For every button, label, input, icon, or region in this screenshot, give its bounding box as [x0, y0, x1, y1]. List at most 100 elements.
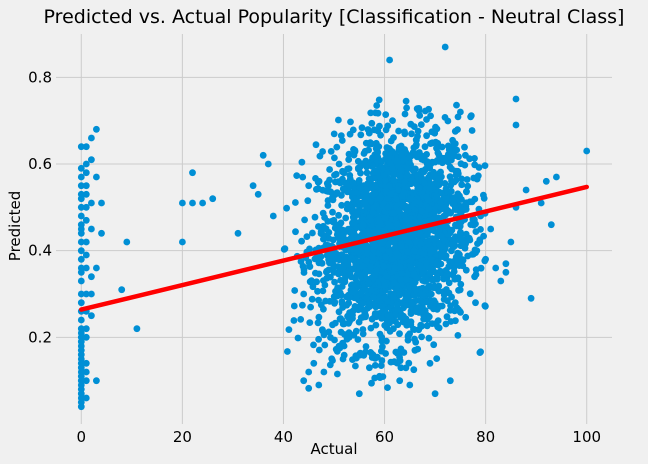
data-point: [133, 325, 141, 333]
data-point: [429, 284, 437, 291]
data-point: [468, 127, 476, 134]
data-point: [308, 277, 315, 285]
data-point: [77, 247, 85, 255]
data-point: [410, 206, 418, 213]
data-point: [362, 193, 370, 200]
data-point: [300, 377, 308, 385]
data-point: [376, 122, 383, 130]
data-point: [299, 301, 306, 309]
data-point: [381, 282, 389, 289]
data-point: [417, 240, 425, 247]
data-point: [349, 288, 357, 296]
data-point: [336, 179, 344, 187]
data-point: [432, 138, 440, 146]
data-point: [411, 230, 419, 238]
data-point: [98, 229, 105, 237]
y-tick-label: 0.8: [28, 68, 52, 86]
data-point: [315, 177, 323, 185]
data-point: [304, 197, 312, 205]
data-point: [93, 264, 100, 272]
data-point: [340, 186, 348, 194]
data-point: [446, 173, 454, 181]
data-point: [471, 155, 478, 162]
data-point: [431, 390, 439, 398]
data-point: [355, 179, 363, 187]
data-point: [444, 207, 452, 215]
data-point: [88, 312, 95, 320]
data-point: [402, 97, 410, 105]
data-point: [363, 242, 371, 250]
data-point: [403, 104, 410, 112]
data-point: [371, 374, 379, 382]
data-point: [118, 286, 126, 294]
data-point: [466, 290, 474, 298]
data-point: [300, 269, 308, 276]
data-point: [472, 220, 479, 228]
data-point: [361, 199, 369, 207]
data-point: [82, 182, 90, 190]
data-point: [321, 341, 329, 349]
data-point: [430, 305, 437, 313]
data-point: [410, 325, 417, 333]
data-point: [341, 256, 348, 264]
data-point: [445, 151, 452, 159]
data-point: [77, 338, 85, 346]
data-point: [346, 183, 353, 191]
data-point: [398, 192, 406, 200]
data-point: [82, 169, 90, 177]
data-point: [316, 152, 324, 160]
data-point: [397, 166, 405, 174]
data-point: [307, 303, 314, 311]
data-point: [389, 117, 396, 124]
data-point: [305, 258, 313, 266]
data-point: [290, 317, 298, 324]
data-point: [447, 182, 455, 189]
data-point: [323, 187, 331, 195]
data-point: [315, 346, 323, 354]
fit-line-layer: [79, 184, 589, 312]
data-point: [386, 159, 394, 167]
data-point: [397, 364, 405, 372]
data-point: [402, 216, 410, 223]
data-point: [394, 251, 402, 259]
data-point: [320, 305, 327, 313]
data-point: [418, 174, 426, 182]
data-point: [330, 216, 338, 224]
data-point: [418, 207, 426, 215]
data-point: [367, 217, 375, 225]
data-point: [346, 172, 354, 179]
data-point: [395, 207, 403, 215]
data-point: [344, 225, 352, 233]
data-point: [383, 337, 390, 345]
data-point: [419, 291, 427, 298]
data-point: [352, 304, 360, 312]
data-point: [88, 199, 95, 207]
data-point: [331, 171, 338, 179]
data-point: [390, 325, 397, 333]
data-point: [401, 233, 408, 241]
data-point: [331, 336, 338, 344]
data-point: [407, 318, 415, 326]
data-point: [77, 238, 85, 246]
data-point: [77, 255, 85, 263]
data-point: [406, 381, 414, 389]
data-point: [497, 277, 505, 285]
data-point: [450, 199, 458, 207]
data-point: [442, 185, 450, 193]
data-point: [431, 248, 438, 255]
data-point: [455, 286, 462, 294]
data-point: [422, 298, 430, 306]
data-point: [305, 182, 313, 190]
data-point: [291, 287, 299, 294]
data-point: [363, 169, 371, 177]
data-point: [292, 199, 299, 206]
data-point: [329, 193, 336, 201]
data-point: [322, 297, 329, 305]
data-point: [356, 184, 364, 192]
data-point: [315, 223, 322, 230]
data-point: [401, 128, 408, 136]
data-point: [77, 268, 85, 276]
data-point: [77, 143, 85, 151]
data-point: [442, 320, 450, 328]
data-point: [408, 300, 416, 308]
